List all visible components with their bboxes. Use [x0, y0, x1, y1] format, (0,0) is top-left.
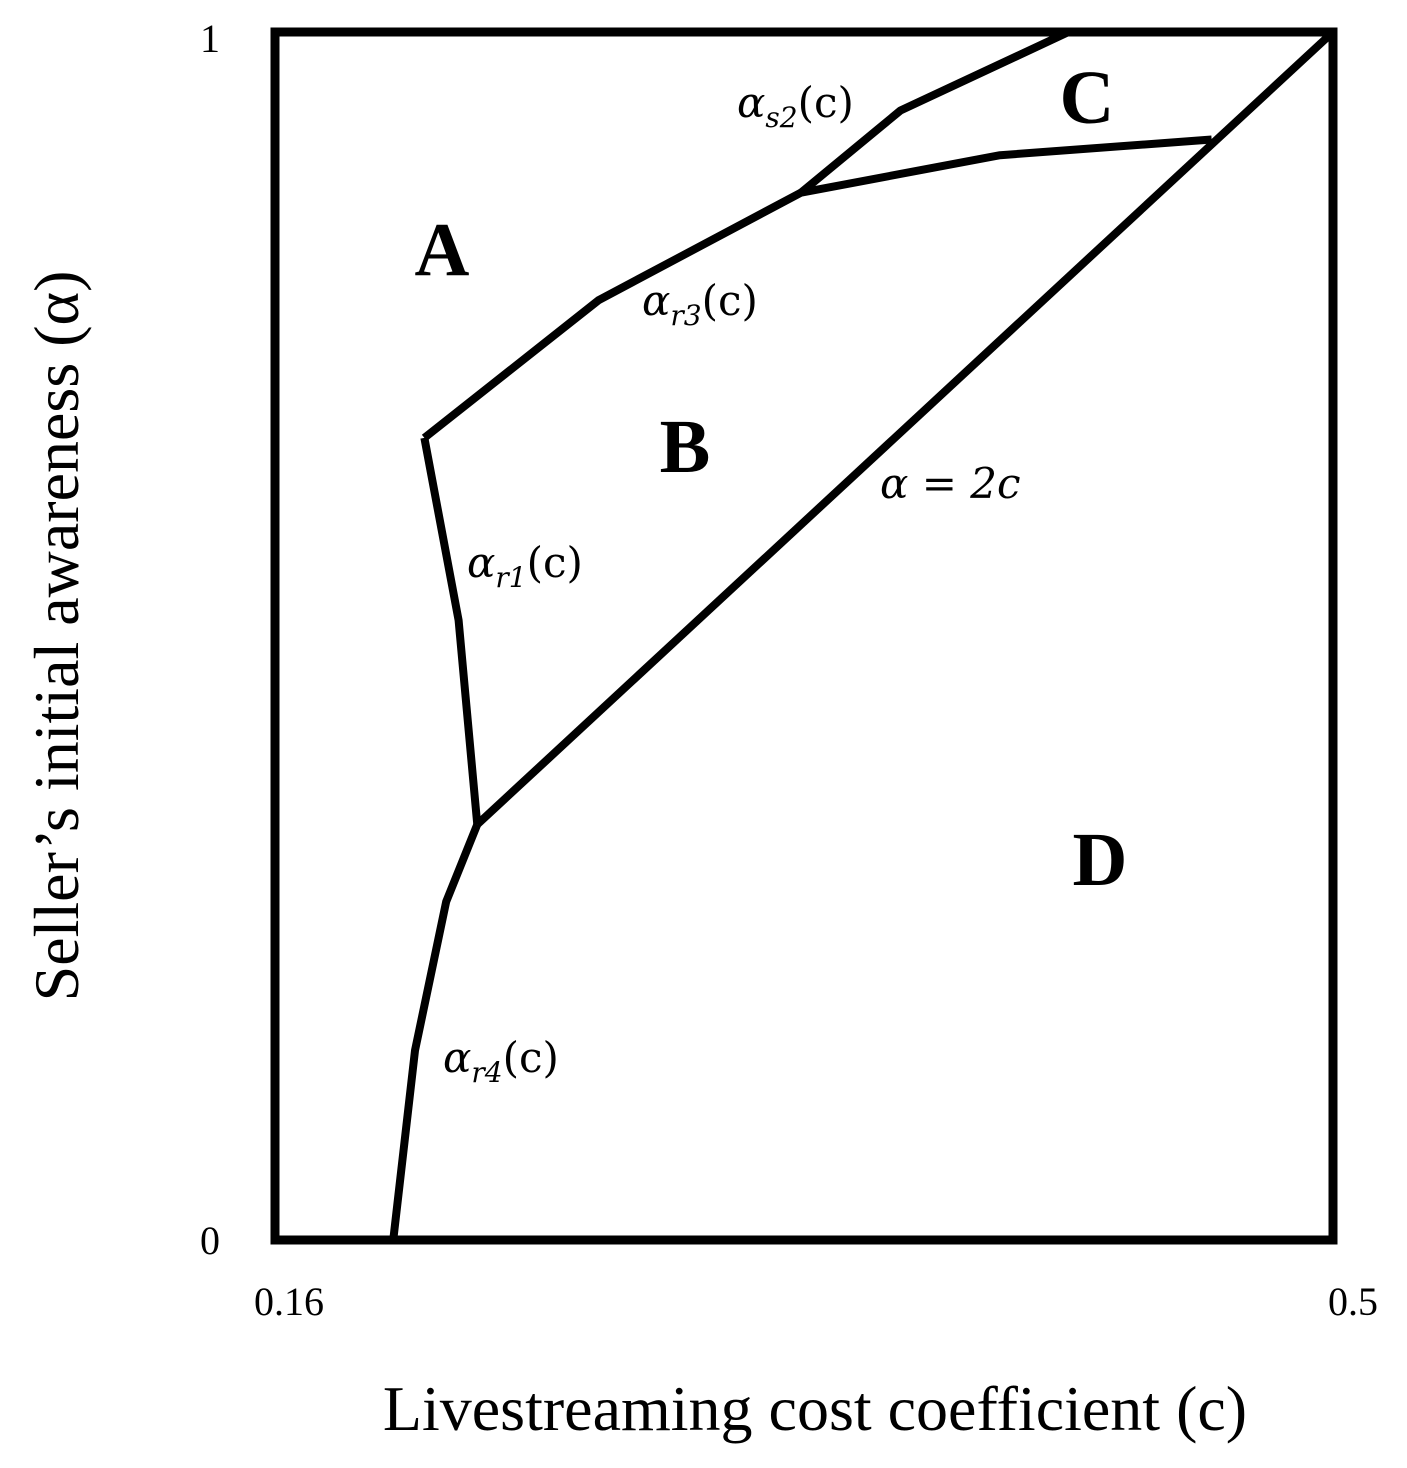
curve-label-part: r3 — [670, 299, 701, 332]
x-tick-label: 0.16 — [254, 1279, 324, 1324]
y-axis-label: Seller’s initial awareness (α) — [21, 271, 92, 1002]
curve-label-part: α — [642, 276, 670, 325]
region-label: B — [660, 405, 711, 489]
plot-frame — [270, 27, 1338, 1245]
x-tick-label: 0.5 — [1328, 1279, 1378, 1324]
boundary-curve — [420, 437, 482, 825]
curve-label-part: r4 — [471, 1056, 502, 1089]
curve-label-part: α = 2c — [880, 459, 1021, 508]
curve-label: α = 2c — [880, 459, 1021, 508]
curve-label-part: α — [443, 1033, 471, 1082]
curve-label-part: α — [737, 78, 765, 127]
curve-label: αr3(c) — [642, 276, 758, 332]
region-label: A — [415, 208, 470, 292]
y-tick-label: 0 — [200, 1218, 220, 1263]
curve-label: αr1(c) — [467, 538, 583, 594]
boundary-curve — [389, 822, 481, 1241]
curve-label: αs2(c) — [737, 78, 854, 134]
x-axis-label: Livestreaming cost coefficient (c) — [383, 1373, 1247, 1444]
curve-label-part: (c) — [503, 1033, 559, 1082]
region-label: C — [1060, 56, 1115, 140]
boundary-curve — [474, 29, 1336, 828]
curve-label: αr4(c) — [443, 1033, 559, 1089]
curve-label-part: (c) — [798, 78, 854, 127]
curve-label-part: α — [467, 538, 495, 587]
boundary-curve — [798, 28, 1071, 196]
y-tick-label: 1 — [200, 16, 220, 61]
curve-label-part: r1 — [495, 561, 526, 594]
curve-label-part: (c) — [702, 276, 758, 325]
region-label: D — [1073, 818, 1128, 902]
curve-label-part: (c) — [527, 538, 583, 587]
boundary-curve — [421, 135, 1212, 442]
curve-label-part: s2 — [765, 101, 797, 134]
